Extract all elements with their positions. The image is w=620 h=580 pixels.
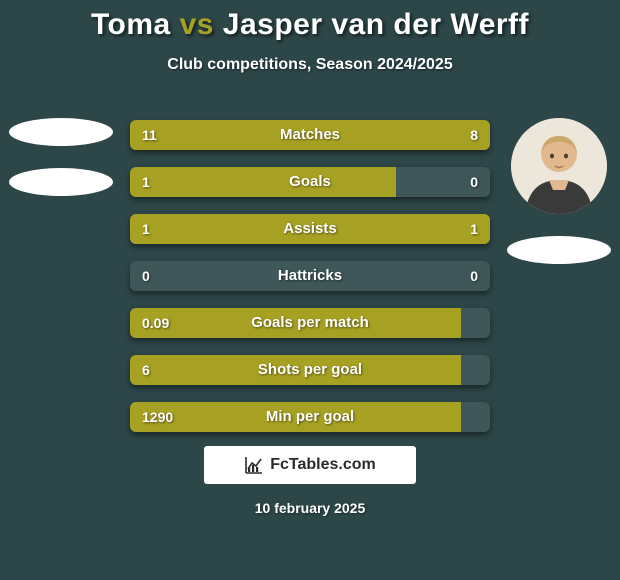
stat-value-player2: 1 bbox=[470, 214, 478, 244]
stat-value-player1: 0.09 bbox=[142, 308, 169, 338]
player1-flag-placeholder bbox=[9, 168, 113, 196]
stat-value-player2: 0 bbox=[470, 167, 478, 197]
person-icon bbox=[511, 118, 607, 214]
stat-value-player1: 1290 bbox=[142, 402, 173, 432]
stat-value-player1: 0 bbox=[142, 261, 150, 291]
stat-value-player1: 1 bbox=[142, 167, 150, 197]
stat-label: Goals per match bbox=[130, 308, 490, 338]
player2-flag-placeholder bbox=[507, 236, 611, 264]
stat-row: Goals1 0 bbox=[130, 167, 490, 197]
stat-value-player2: 8 bbox=[470, 120, 478, 150]
player1-avatar-placeholder bbox=[9, 118, 113, 146]
brand-text: FcTables.com bbox=[270, 456, 376, 474]
title-player2: Jasper van der Werff bbox=[223, 8, 529, 41]
stat-label: Hattricks bbox=[130, 261, 490, 291]
stat-value-player2: 0 bbox=[470, 261, 478, 291]
stat-row: Goals per match0.09 bbox=[130, 308, 490, 338]
page-title: Toma vs Jasper van der Werff bbox=[0, 0, 620, 42]
brand-badge: FcTables.com bbox=[204, 446, 416, 484]
footer-date: 10 february 2025 bbox=[0, 500, 620, 516]
stat-value-player1: 6 bbox=[142, 355, 150, 385]
player1-column bbox=[6, 118, 116, 196]
title-player1: Toma bbox=[91, 8, 171, 41]
player2-avatar bbox=[511, 118, 607, 214]
stat-label: Shots per goal bbox=[130, 355, 490, 385]
stat-row: Hattricks0 0 bbox=[130, 261, 490, 291]
chart-icon bbox=[244, 455, 264, 475]
stat-label: Matches bbox=[130, 120, 490, 150]
stat-row: Min per goal1290 bbox=[130, 402, 490, 432]
comparison-card: Toma vs Jasper van der Werff Club compet… bbox=[0, 0, 620, 580]
stat-row: Shots per goal6 bbox=[130, 355, 490, 385]
stat-value-player1: 1 bbox=[142, 214, 150, 244]
stat-label: Min per goal bbox=[130, 402, 490, 432]
stat-row: Assists1 1 bbox=[130, 214, 490, 244]
stat-row: Matches11 8 bbox=[130, 120, 490, 150]
stats-rows: Matches118Goals10Assists11Hattricks00Goa… bbox=[130, 120, 490, 432]
stat-label: Assists bbox=[130, 214, 490, 244]
stat-value-player1: 11 bbox=[142, 120, 157, 150]
title-vs: vs bbox=[180, 8, 214, 41]
stat-label: Goals bbox=[130, 167, 490, 197]
subtitle: Club competitions, Season 2024/2025 bbox=[0, 56, 620, 74]
player2-column bbox=[504, 118, 614, 264]
